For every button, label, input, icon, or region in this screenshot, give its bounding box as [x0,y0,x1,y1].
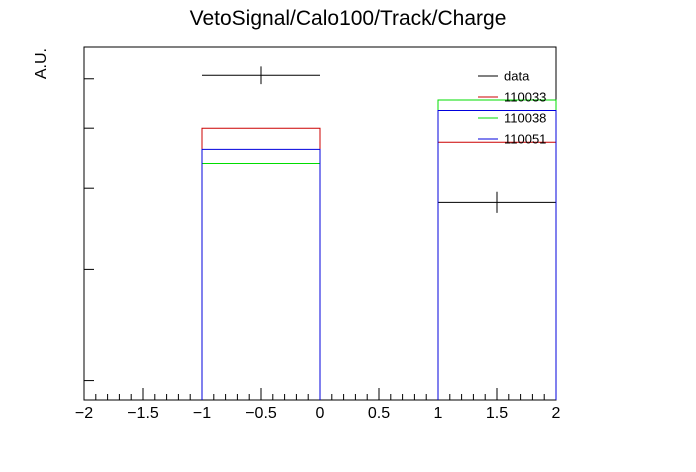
histogram-bin-110038 [201,162,321,400]
histogram-bin-110033 [201,127,321,400]
x-tick-label: −1.5 [127,405,159,422]
histogram-bin-110051 [201,148,321,400]
x-tick-label: −0.5 [245,405,277,422]
histogram-bin-110033 [437,141,557,400]
legend-label: data [504,69,530,84]
y-axis-label: A.U. [33,48,50,79]
x-tick-label: 2 [552,405,561,422]
histogram-bin-110051 [437,110,557,400]
legend-label: 110051 [504,132,546,147]
x-tick-label: −2 [75,405,93,422]
y-ticks [84,78,94,382]
x-tick-label: 1.5 [486,405,508,422]
x-ticks: −2 −1.5 −1 −0.5 0 0.5 1 1.5 2 [75,388,561,422]
series-group [201,66,557,400]
x-tick-label: −1 [193,405,211,422]
legend: data 110033 110038 110051 [478,69,546,147]
x-tick-label: 0 [316,405,325,422]
chart-title: VetoSignal/Calo100/Track/Charge [190,7,507,30]
legend-label: 110033 [504,90,546,105]
x-tick-label: 1 [434,405,443,422]
x-tick-label: 0.5 [368,405,390,422]
legend-label: 110038 [504,111,546,126]
